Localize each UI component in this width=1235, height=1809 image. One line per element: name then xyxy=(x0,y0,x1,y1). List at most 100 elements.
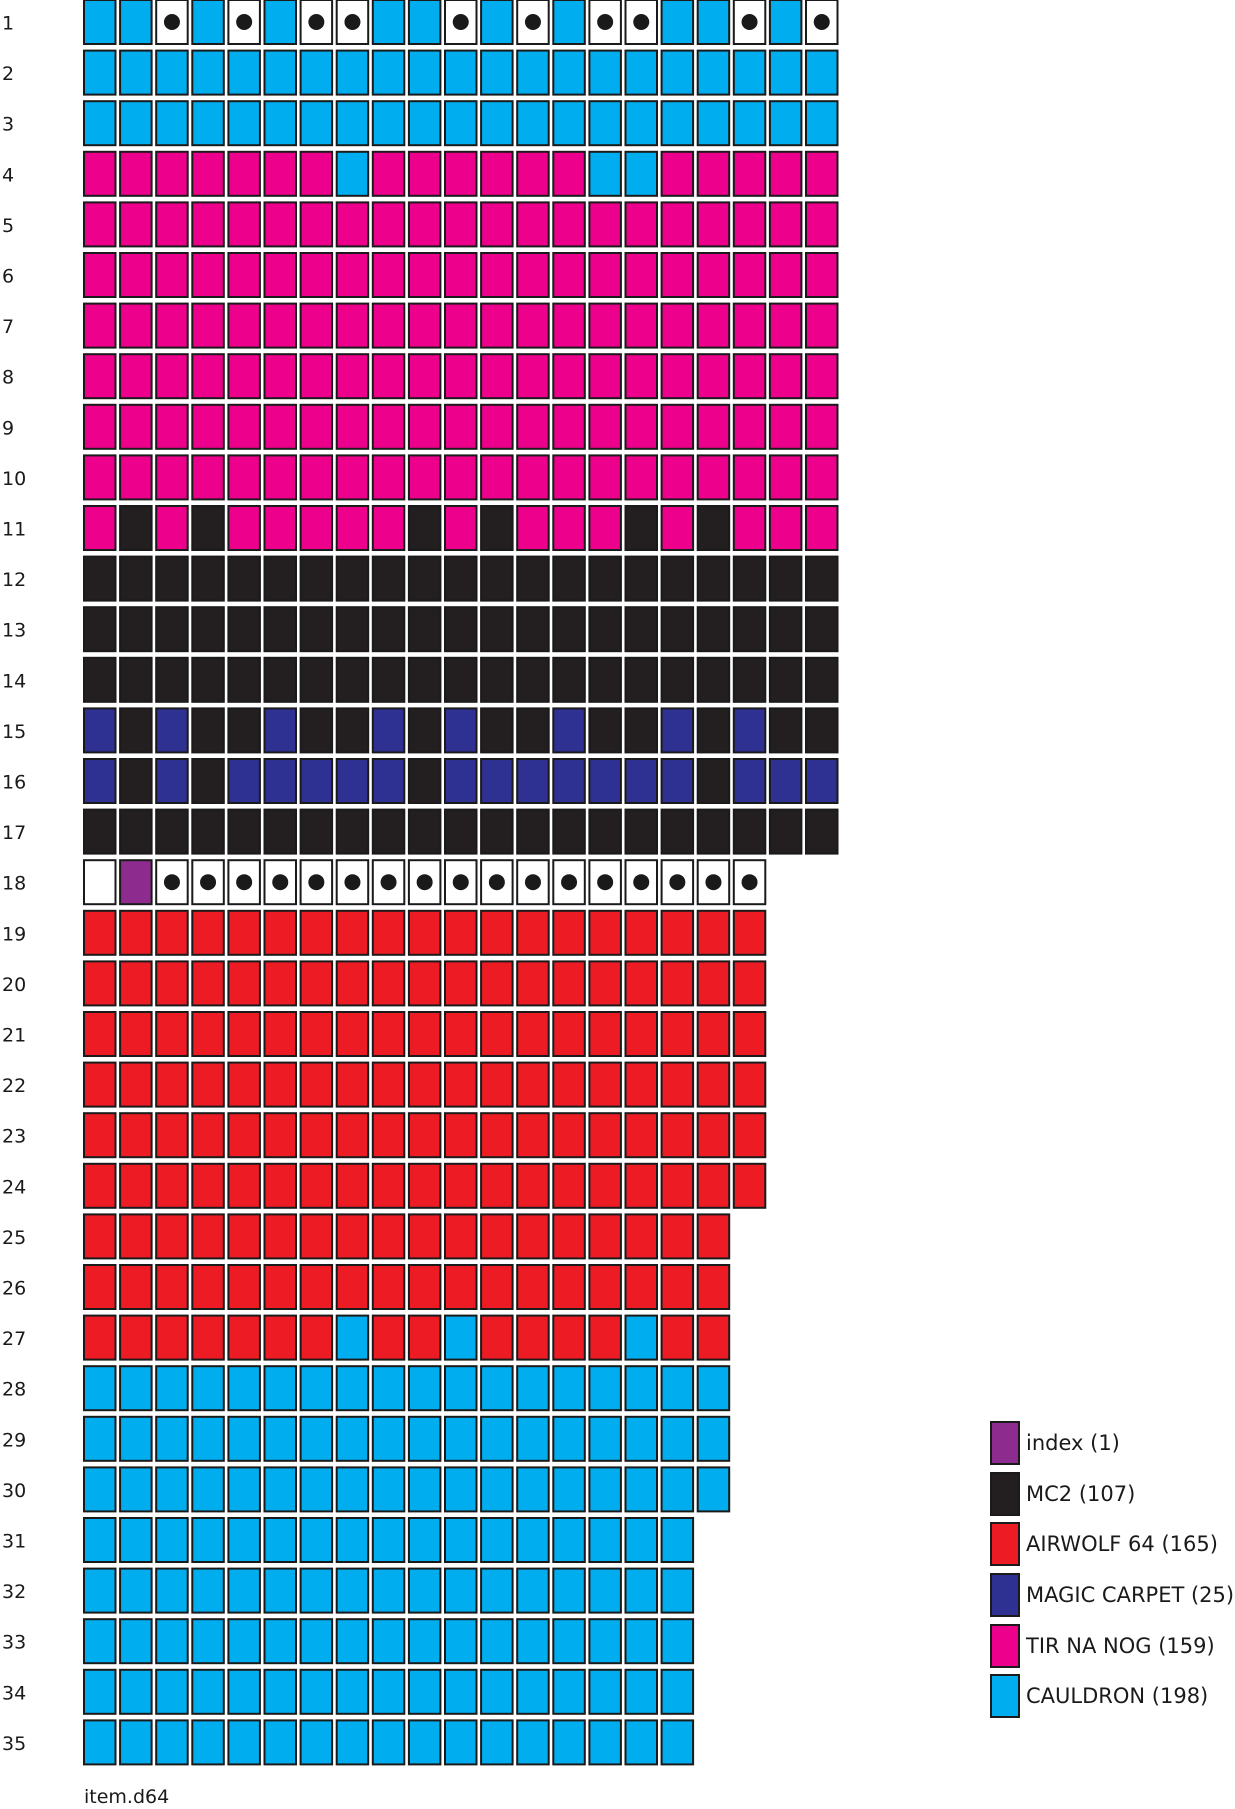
sector-tir-na-nog xyxy=(335,353,370,400)
sector-cauldron xyxy=(299,1618,334,1665)
sector-cauldron xyxy=(407,1668,442,1715)
sector-cauldron xyxy=(407,1415,442,1462)
sector-cauldron xyxy=(805,49,839,96)
sector-cauldron xyxy=(552,1567,586,1614)
sector-mc2 xyxy=(407,758,442,804)
track-row-29: 29 xyxy=(2,1415,731,1462)
sector-mc2 xyxy=(83,606,117,653)
track-number-label: 12 xyxy=(2,569,26,591)
sector-tir-na-nog xyxy=(696,252,731,298)
sector-tir-na-nog xyxy=(191,302,225,349)
sector-cauldron xyxy=(552,1365,586,1412)
sector-mc2 xyxy=(732,656,767,703)
sector-tir-na-nog xyxy=(263,201,297,248)
sector-cauldron xyxy=(227,1365,261,1412)
sector-airwolf xyxy=(407,1264,442,1310)
legend-label-cauldron: CAULDRON (198) xyxy=(1026,1684,1209,1709)
sector-mc2 xyxy=(227,555,261,602)
sector-tir-na-nog xyxy=(480,454,514,501)
sector-cauldron xyxy=(263,1719,297,1766)
track-number-label: 2 xyxy=(2,63,14,85)
track-row-32: 32 xyxy=(2,1567,695,1614)
sector-mc2 xyxy=(516,808,550,855)
sector-cauldron xyxy=(191,49,225,96)
sector-cauldron xyxy=(407,100,442,147)
sector-cauldron xyxy=(407,1618,442,1665)
sector-tir-na-nog xyxy=(191,201,225,248)
sector-free-marked xyxy=(480,859,514,906)
sector-cauldron xyxy=(335,1314,370,1361)
legend-swatch-index xyxy=(990,1421,1020,1466)
sector-airwolf xyxy=(407,1162,442,1209)
sector-airwolf xyxy=(227,1112,261,1159)
sector-mc2 xyxy=(588,808,622,855)
sector-dot-icon xyxy=(813,14,830,30)
sector-airwolf xyxy=(696,909,731,956)
sector-airwolf xyxy=(407,909,442,956)
legend-label-tir-na-nog: TIR NA NOG (159) xyxy=(1026,1633,1215,1658)
sector-cauldron xyxy=(335,1517,370,1563)
track-row-17: 17 xyxy=(2,808,839,855)
sector-airwolf xyxy=(552,1112,586,1159)
sector-tir-na-nog xyxy=(696,454,731,501)
sector-mc2 xyxy=(696,758,731,804)
sector-tir-na-nog xyxy=(299,505,334,551)
legend-swatch-mc2 xyxy=(990,1471,1020,1516)
sector-tir-na-nog xyxy=(371,302,406,349)
sector-magic-carpet xyxy=(155,758,189,804)
sector-mc2 xyxy=(227,606,261,653)
sector-mc2 xyxy=(588,656,622,703)
sector-airwolf xyxy=(624,1011,658,1057)
sector-mc2 xyxy=(732,555,767,602)
sector-tir-na-nog xyxy=(660,150,695,197)
track-number-label: 22 xyxy=(2,1075,26,1097)
sector-cauldron xyxy=(155,1415,189,1462)
track-number-label: 8 xyxy=(2,367,14,389)
sector-tir-na-nog xyxy=(516,454,550,501)
sector-mc2 xyxy=(371,656,406,703)
sector-tir-na-nog xyxy=(624,403,658,450)
sector-cauldron xyxy=(155,100,189,147)
sector-mc2 xyxy=(660,606,695,653)
sector-mc2 xyxy=(624,606,658,653)
sector-cauldron xyxy=(624,1618,658,1665)
sector-airwolf xyxy=(660,1264,695,1310)
sector-mc2 xyxy=(805,606,839,653)
sector-tir-na-nog xyxy=(660,302,695,349)
sector-airwolf xyxy=(444,1011,478,1057)
sector-cauldron xyxy=(155,1466,189,1513)
track-number-label: 23 xyxy=(2,1126,26,1148)
sector-cauldron xyxy=(83,100,117,147)
sector-tir-na-nog xyxy=(371,150,406,197)
sector-magic-carpet xyxy=(371,758,406,804)
track-number-label: 9 xyxy=(2,417,14,439)
sector-cauldron xyxy=(660,1719,695,1766)
sector-cauldron xyxy=(552,49,586,96)
sector-cauldron xyxy=(660,1415,695,1462)
sector-mc2 xyxy=(552,656,586,703)
sector-airwolf xyxy=(227,1264,261,1310)
sector-cauldron xyxy=(588,150,622,197)
sector-mc2 xyxy=(480,808,514,855)
sector-airwolf xyxy=(335,1011,370,1057)
sector-tir-na-nog xyxy=(371,505,406,551)
sector-cauldron xyxy=(155,1365,189,1412)
track-row-10: 10 xyxy=(2,454,839,501)
sector-mc2 xyxy=(732,606,767,653)
sector-cauldron xyxy=(299,1365,334,1412)
sector-mc2 xyxy=(407,656,442,703)
sector-cauldron xyxy=(335,1415,370,1462)
sector-cauldron xyxy=(480,1668,514,1715)
sector-airwolf xyxy=(516,1061,550,1108)
sector-airwolf xyxy=(119,1213,153,1260)
sector-cauldron xyxy=(263,100,297,147)
sector-airwolf xyxy=(155,1061,189,1108)
sector-cauldron xyxy=(407,49,442,96)
sector-cauldron xyxy=(660,0,695,45)
sector-cauldron xyxy=(624,1567,658,1614)
sector-cauldron xyxy=(444,1365,478,1412)
track-row-3: 3 xyxy=(2,100,839,147)
sector-tir-na-nog xyxy=(191,353,225,400)
track-row-23: 23 xyxy=(2,1112,767,1159)
sector-tir-na-nog xyxy=(696,403,731,450)
